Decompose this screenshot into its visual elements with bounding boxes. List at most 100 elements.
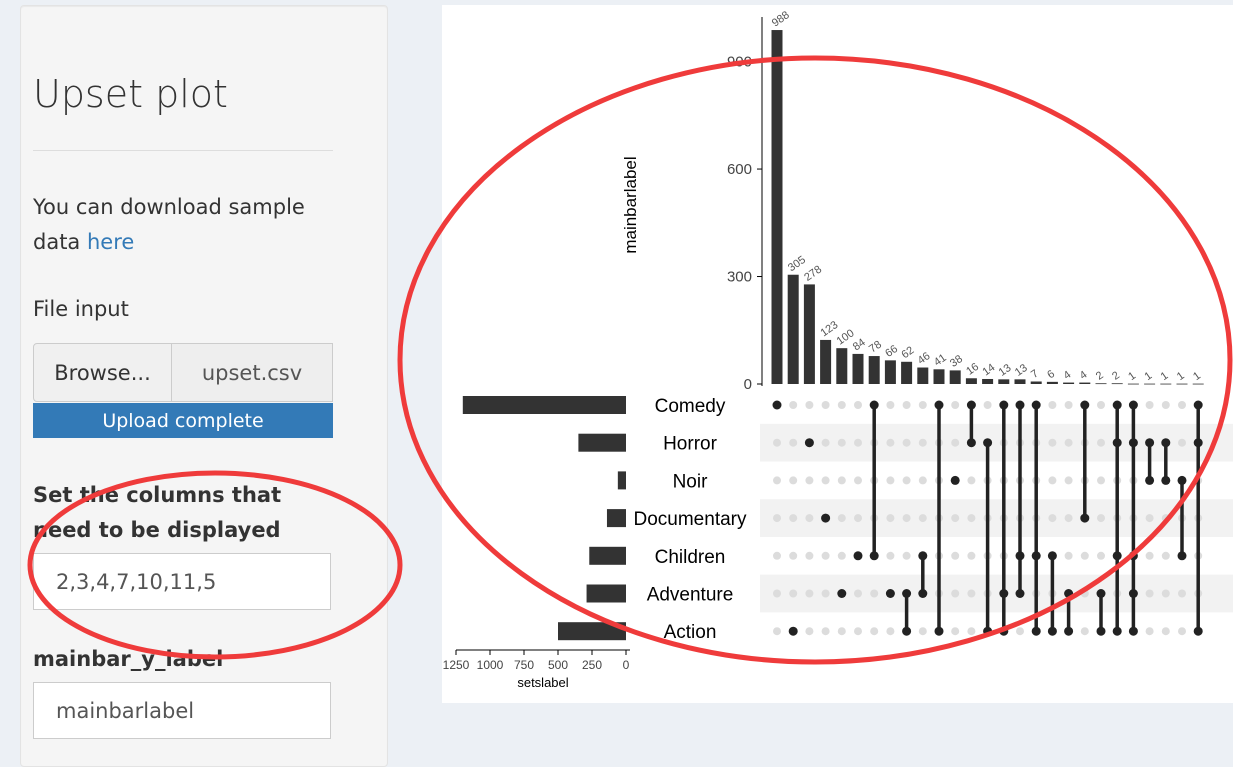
matrix-dot-inactive	[773, 438, 781, 447]
download-sample-link[interactable]: here	[87, 230, 135, 254]
set-label: Comedy	[655, 396, 726, 417]
intersection-bar	[803, 284, 815, 384]
matrix-dot-inactive	[837, 438, 846, 447]
matrix-dot-inactive	[773, 589, 781, 598]
bar-value-label: 4	[1061, 369, 1073, 382]
divider	[33, 150, 333, 151]
bar-value-label: 4	[1078, 369, 1090, 382]
matrix-dot-inactive	[1080, 627, 1089, 636]
intersection-bar	[949, 370, 961, 384]
matrix-dot-inactive	[886, 401, 895, 409]
matrix-dot-inactive	[951, 438, 960, 447]
intersection-bar	[1144, 383, 1156, 385]
matrix-dot-inactive	[837, 514, 846, 523]
matrix-dot-inactive	[1161, 551, 1170, 560]
bar-value-label: 1	[1126, 370, 1138, 383]
set-label: Horror	[663, 434, 718, 455]
set-label: Adventure	[647, 585, 734, 606]
matrix-dot-inactive	[773, 476, 781, 485]
matrix-dot-inactive	[886, 627, 895, 636]
matrix-dot-inactive	[1178, 627, 1186, 636]
matrix-dot-inactive	[1097, 551, 1105, 560]
matrix-dot-inactive	[1064, 401, 1073, 409]
matrix-dot-inactive	[854, 514, 862, 523]
matrix-dot-inactive	[951, 551, 960, 560]
matrix-dot-inactive	[854, 438, 862, 447]
y-tick-label: 0	[744, 376, 752, 393]
intersection-bar	[998, 379, 1010, 384]
intersection-bar	[884, 360, 896, 384]
columns-input[interactable]: 2,3,4,7,10,11,5	[33, 553, 331, 610]
matrix-dot-inactive	[773, 627, 781, 636]
matrix-dot-inactive	[886, 514, 895, 523]
matrix-dot-inactive	[902, 514, 911, 523]
set-tick-label: 0	[623, 658, 630, 672]
matrix-dot-inactive	[821, 627, 830, 636]
set-size-bar	[606, 509, 626, 528]
set-size-bar	[589, 546, 626, 565]
matrix-dot-inactive	[1048, 476, 1057, 485]
matrix-dot-inactive	[1145, 627, 1154, 636]
intersection-bar	[868, 356, 880, 384]
matrix-dot-inactive	[1161, 589, 1170, 598]
matrix-dot-inactive	[854, 627, 862, 636]
matrix-dot-inactive	[902, 551, 911, 560]
description-text: You can download sample data	[33, 195, 305, 254]
matrix-dot-inactive	[821, 401, 830, 409]
matrix-dot-inactive	[854, 476, 862, 485]
matrix-dot-inactive	[854, 589, 862, 598]
intersection-bar	[933, 369, 945, 384]
bar-value-label: 41	[932, 352, 949, 369]
intersection-bar	[1192, 383, 1204, 385]
browse-button[interactable]: Browse...	[33, 343, 172, 402]
bar-value-label: 278	[802, 264, 824, 284]
intersection-bar	[852, 353, 864, 384]
matrix-dot-inactive	[902, 401, 911, 409]
set-size-bar	[558, 622, 626, 641]
bar-value-label: 2	[1110, 369, 1122, 382]
matrix-dot-inactive	[1161, 514, 1170, 523]
matrix-dot-inactive	[789, 514, 798, 523]
mainbar-input[interactable]: mainbarlabel	[33, 682, 331, 739]
y-axis-label: mainbarlabel	[621, 156, 640, 253]
matrix-dot-inactive	[1178, 401, 1186, 409]
y-tick-label: 600	[727, 161, 752, 178]
matrix-dot-inactive	[805, 514, 814, 523]
matrix-dot-inactive	[773, 551, 781, 560]
file-input-label: File input	[33, 297, 129, 321]
matrix-dot-inactive	[951, 514, 960, 523]
intersection-bar	[1014, 379, 1026, 384]
matrix-dot-inactive	[1161, 627, 1170, 636]
file-name-field[interactable]: upset.csv	[172, 343, 333, 402]
matrix-dot-inactive	[1080, 589, 1089, 598]
matrix-dot-inactive	[1097, 401, 1105, 409]
bar-value-label: 78	[867, 339, 884, 356]
matrix-dot-inactive	[886, 551, 895, 560]
mainbar-label: mainbar_y_label	[33, 647, 224, 671]
bar-value-label: 62	[899, 344, 916, 361]
intersection-bar	[1160, 383, 1172, 385]
matrix-dot-active	[821, 513, 831, 523]
matrix-dot-active	[788, 626, 798, 636]
matrix-dot-inactive	[1080, 551, 1089, 560]
plot-panel: 0 300 600 900 mainbarlabel 988 305 278 123 100 84 7…	[442, 5, 1233, 703]
matrix-dot-inactive	[805, 401, 814, 409]
bar-value-label: 38	[948, 353, 965, 370]
matrix-dot-inactive	[821, 551, 830, 560]
set-tick-label: 500	[548, 658, 568, 672]
intersection-bar	[1127, 383, 1139, 385]
matrix-dot-inactive	[805, 476, 814, 485]
matrix-dot-active	[853, 551, 863, 561]
matrix-dot-inactive	[918, 627, 927, 636]
matrix-dot-inactive	[902, 476, 911, 485]
matrix-dot-inactive	[854, 401, 862, 409]
matrix-dot-inactive	[1064, 476, 1073, 485]
matrix-dot-inactive	[886, 476, 895, 485]
page-title: Upset plot	[33, 72, 228, 116]
set-tick-label: 1000	[477, 658, 504, 672]
set-tick-label: 250	[582, 658, 602, 672]
matrix-dot-inactive	[837, 401, 846, 409]
bar-value-label: 13	[1013, 362, 1030, 379]
matrix-dot-inactive	[1145, 514, 1154, 523]
